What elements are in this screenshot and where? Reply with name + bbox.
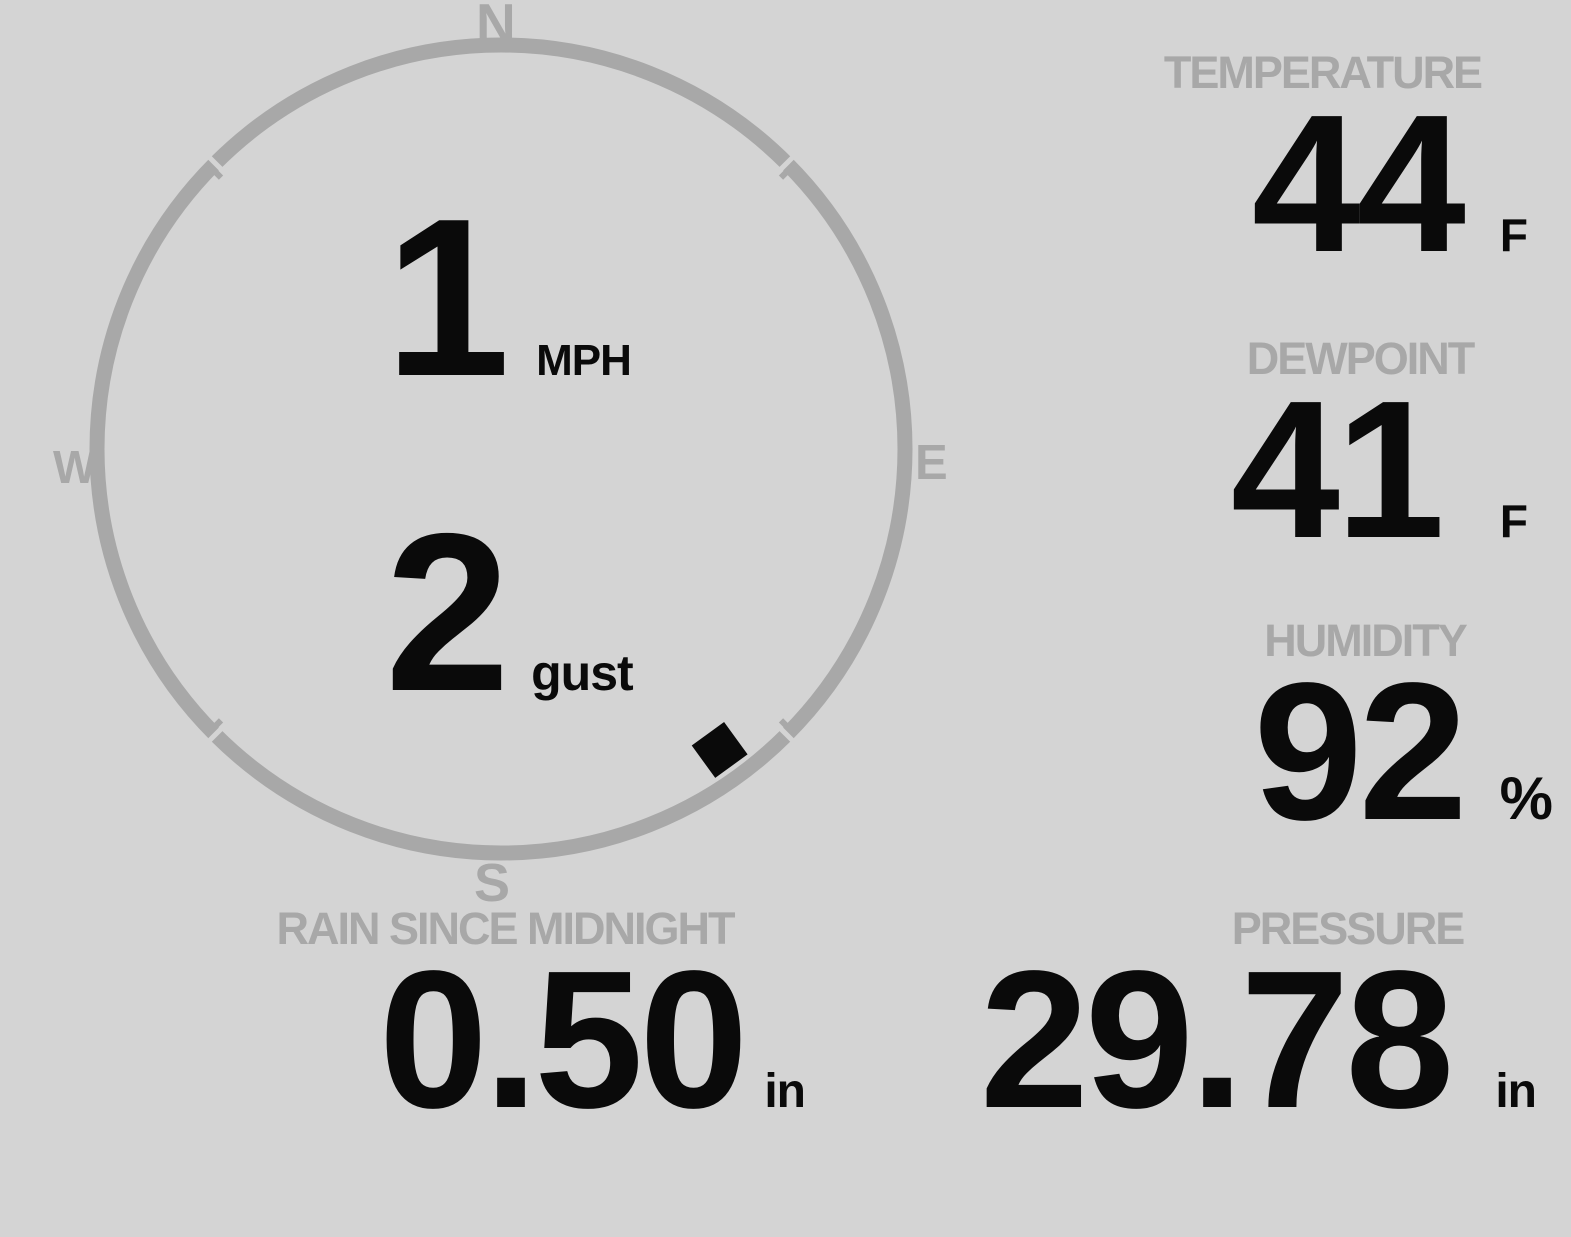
- dewpoint-unit: F: [1499, 495, 1528, 547]
- rain-label: RAIN SINCE MIDNIGHT: [276, 903, 736, 954]
- dewpoint-value: 41: [1230, 360, 1445, 579]
- wind-speed: 1 MPH: [385, 171, 632, 423]
- pressure-value-row: 29.78 in: [980, 942, 1550, 1138]
- humidity-label: HUMIDITY: [1264, 615, 1468, 666]
- compass-ring-icon: [89, 37, 913, 861]
- wind-gust-unit: gust: [531, 645, 634, 701]
- pressure-value: 29.78: [979, 930, 1454, 1149]
- rain-value-row: 0.50 in: [205, 930, 806, 1149]
- temperature-unit: F: [1499, 209, 1528, 261]
- compass-label-west: W: [53, 441, 96, 493]
- wind-speed-value: 1: [385, 171, 510, 423]
- dewpoint-label: DEWPOINT: [1246, 333, 1476, 384]
- wind-gust: 2 gust: [385, 486, 634, 738]
- dewpoint-value-row: 41 F: [1160, 372, 1560, 568]
- metric-rain-since-midnight: RAIN SINCE MIDNIGHT 0.50 in: [205, 903, 806, 1149]
- temperature-label: TEMPERATURE: [1163, 47, 1483, 98]
- wind-gust-value: 2: [385, 486, 510, 738]
- metric-pressure: PRESSURE 29.78 in: [980, 903, 1550, 1138]
- rain-value: 0.50: [378, 930, 748, 1149]
- compass-label-east: E: [915, 436, 948, 490]
- humidity-unit: %: [1499, 765, 1553, 832]
- temperature-value-row: 44 F: [1085, 86, 1560, 282]
- compass-label-north: N: [476, 0, 516, 54]
- humidity-value-row: 92 %: [1165, 654, 1565, 850]
- metric-humidity: HUMIDITY 92 %: [1165, 618, 1565, 850]
- metric-temperature: TEMPERATURE 44 F: [1085, 50, 1560, 282]
- pressure-label: PRESSURE: [1231, 903, 1466, 954]
- humidity-value: 92: [1253, 642, 1468, 861]
- metric-dewpoint: DEWPOINT 41 F: [1160, 336, 1560, 568]
- compass-label-south: S: [474, 853, 510, 913]
- temperature-value: 44: [1251, 74, 1466, 293]
- pressure-unit: in: [1495, 1065, 1537, 1118]
- rain-unit: in: [764, 1065, 806, 1118]
- wind-speed-unit: MPH: [536, 336, 632, 385]
